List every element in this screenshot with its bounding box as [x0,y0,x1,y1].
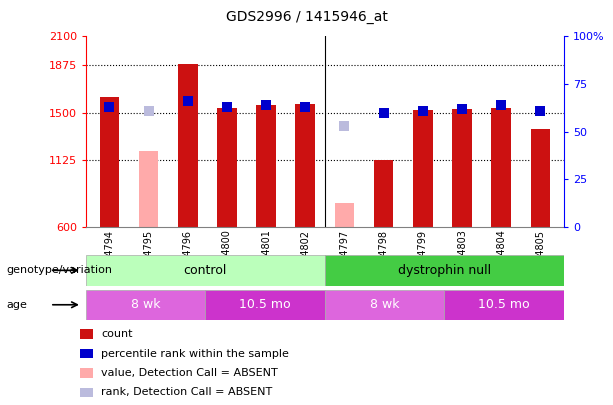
Text: genotype/variation: genotype/variation [6,265,112,275]
Bar [531,129,550,227]
Text: 8 wk: 8 wk [131,298,161,311]
Point [104,104,114,110]
Bar [374,160,394,227]
Point [497,102,506,108]
Point [457,106,467,112]
Bar [205,290,325,320]
Text: value, Detection Call = ABSENT: value, Detection Call = ABSENT [101,368,278,378]
Text: age: age [6,300,27,310]
Point [222,104,232,110]
Point [418,107,428,114]
Bar [217,107,237,227]
Bar [444,290,564,320]
Text: 10.5 mo: 10.5 mo [478,298,530,311]
Point [143,107,153,114]
Bar [139,151,158,227]
Bar [413,110,433,227]
Text: dystrophin null: dystrophin null [398,264,491,277]
Bar [86,290,205,320]
Point [379,109,389,116]
Bar [452,109,472,227]
Point [261,102,271,108]
Text: GDS2996 / 1415946_at: GDS2996 / 1415946_at [226,10,387,24]
Point [536,107,546,114]
Bar [325,290,444,320]
Bar [86,255,325,286]
Bar [492,107,511,227]
Bar [295,104,315,227]
Bar [325,255,564,286]
Bar [99,97,119,227]
Text: count: count [101,329,132,339]
Text: 8 wk: 8 wk [370,298,400,311]
Text: 10.5 mo: 10.5 mo [239,298,291,311]
Point [340,123,349,129]
Bar [256,105,276,227]
Text: percentile rank within the sample: percentile rank within the sample [101,349,289,358]
Point [300,104,310,110]
Text: rank, Detection Call = ABSENT: rank, Detection Call = ABSENT [101,388,272,397]
Point [183,98,192,104]
Bar [335,202,354,227]
Bar [178,64,197,227]
Text: control: control [184,264,227,277]
